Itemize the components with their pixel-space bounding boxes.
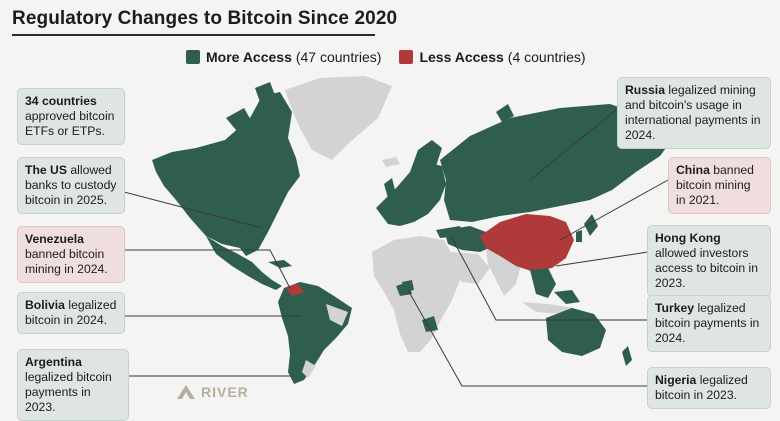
north-america [152, 92, 300, 256]
south-america-neutral [302, 304, 348, 378]
callout-china: China banned bitcoin mining in 2021. [668, 157, 771, 214]
scandinavia [410, 140, 442, 172]
callout-etfs: 34 countries approved bitcoin ETFs or ET… [17, 88, 125, 145]
callout-venezuela: Venezuela banned bitcoin mining in 2024. [17, 226, 125, 283]
callout-us-text: allowed banks to custody bitcoin in 2025… [25, 163, 117, 207]
callout-turkey-text: legalized bitcoin payments in 2024. [655, 301, 760, 345]
arabia [450, 252, 490, 284]
callout-nigeria-text: legalized bitcoin in 2023. [655, 373, 748, 402]
connector-russia [529, 109, 617, 181]
novaya-zemlya [496, 104, 514, 122]
legend-less-access: Less Access (4 countries) [399, 49, 586, 65]
legend-more-access: More Access (47 countries) [186, 49, 381, 65]
legend-more-swatch [186, 50, 200, 64]
australia [546, 308, 606, 356]
callout-hongkong-country: Hong Kong [655, 231, 721, 245]
legend-less-count: (4 countries) [507, 49, 586, 65]
legend: More Access (47 countries) Less Access (… [186, 49, 604, 65]
arctic-islands [226, 82, 276, 130]
callout-bolivia-country: Bolivia [25, 298, 65, 312]
callout-hongkong: Hong Kong allowed investors access to bi… [647, 225, 771, 297]
callout-etfs-country: 34 countries [25, 94, 97, 108]
callout-us: The US allowed banks to custody bitcoin … [17, 157, 125, 214]
connector-nigeria [407, 289, 648, 387]
caribbean [268, 260, 292, 268]
connector-china [559, 179, 669, 241]
callout-nigeria-country: Nigeria [655, 373, 697, 387]
africa [372, 236, 460, 352]
africa-more [396, 282, 438, 332]
southeast-asia [530, 268, 580, 304]
russia [440, 104, 672, 222]
japan [576, 214, 598, 242]
legend-less-label: Less Access [419, 49, 504, 65]
callout-turkey-country: Turkey [655, 301, 695, 315]
callout-venezuela-text: banned bitcoin mining in 2024. [25, 247, 108, 276]
uk [384, 178, 396, 198]
legend-more-count: (47 countries) [295, 49, 382, 65]
callout-china-country: China [676, 163, 710, 177]
venezuela [286, 284, 304, 296]
river-logo-text: RIVER [201, 384, 249, 400]
connector-hongkong [555, 251, 649, 267]
callout-venezuela-country: Venezuela [25, 232, 84, 246]
connector-turkey [451, 237, 648, 321]
callout-china-text: banned bitcoin mining in 2021. [676, 163, 754, 207]
callout-russia-country: Russia [625, 83, 665, 97]
new-zealand [622, 346, 632, 366]
china [480, 214, 574, 272]
nigeria [402, 280, 414, 292]
legend-more-label: More Access [206, 49, 292, 65]
connector-venezuela [124, 249, 291, 289]
connector-us [123, 191, 263, 229]
callout-bolivia-text: legalized bitcoin in 2024. [25, 298, 117, 327]
title-block: Regulatory Changes to Bitcoin Since 2020 [12, 8, 397, 36]
page-title: Regulatory Changes to Bitcoin Since 2020 [12, 8, 398, 29]
callout-russia-text: legalized mining and bitcoin's usage in … [625, 83, 761, 142]
callout-turkey: Turkey legalized bitcoin payments in 202… [647, 295, 771, 352]
callout-argentina-country: Argentina [25, 355, 82, 369]
callout-argentina-text: legalized bitcoin payments in 2023. [25, 370, 112, 414]
river-logo-icon [177, 385, 195, 399]
europe [376, 162, 446, 226]
callout-us-country: The US [25, 163, 67, 177]
callout-russia: Russia legalized mining and bitcoin's us… [617, 77, 771, 149]
indonesia [522, 302, 574, 314]
iceland [382, 157, 400, 167]
callout-nigeria: Nigeria legalized bitcoin in 2023. [647, 367, 771, 409]
callout-hongkong-text: allowed investors access to bitcoin in 2… [655, 246, 758, 290]
callout-etfs-text: approved bitcoin ETFs or ETPs. [25, 109, 115, 138]
river-logo: RIVER [176, 384, 249, 400]
title-underline [12, 34, 375, 36]
callout-argentina: Argentina legalized bitcoin payments in … [17, 349, 129, 421]
turkey [436, 226, 462, 238]
south-america [278, 282, 352, 384]
greenland [285, 76, 392, 160]
callout-bolivia: Bolivia legalized bitcoin in 2024. [17, 292, 125, 334]
legend-less-swatch [399, 50, 414, 64]
